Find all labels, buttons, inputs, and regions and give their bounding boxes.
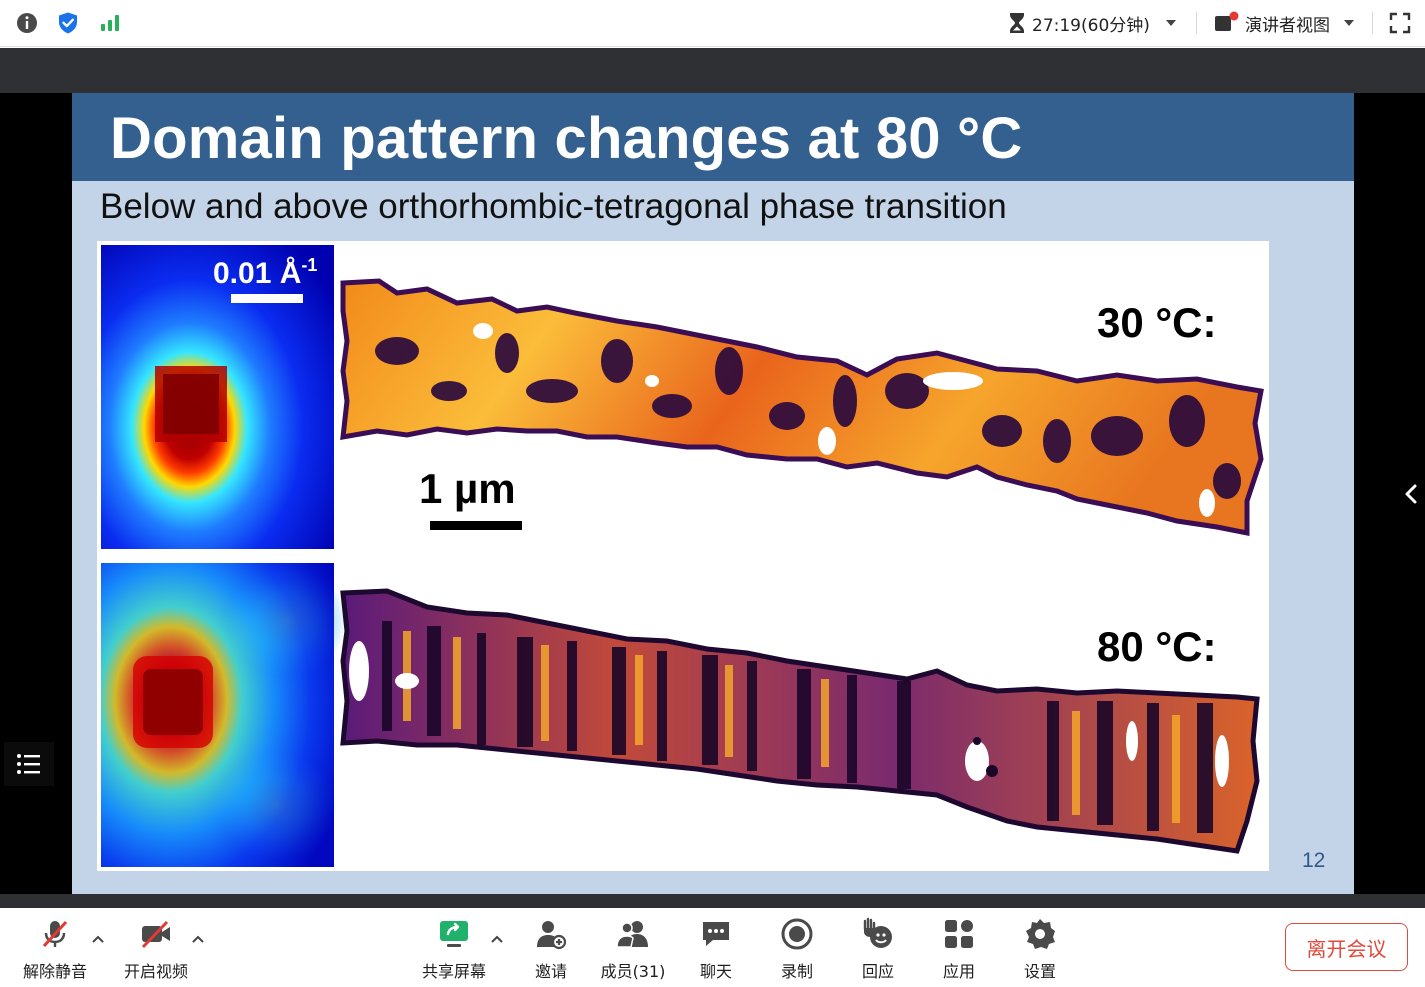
leave-meeting-button[interactable]: 离开会议 <box>1285 923 1408 971</box>
timer-text: 27:19(60分钟) <box>1032 15 1150 36</box>
presentation-slide: Domain pattern changes at 80 °C Below an… <box>72 93 1354 894</box>
signal-bars-icon[interactable] <box>98 11 122 35</box>
slide-number: 12 <box>1302 849 1326 872</box>
label-80c: 80 °C: <box>1097 623 1217 670</box>
slide-subtitle: Below and above orthorhombic-tetragonal … <box>100 187 1007 226</box>
reactions-button[interactable]: 回应 <box>856 908 900 987</box>
microphone-muted-icon <box>38 917 72 951</box>
reaction-hand-icon <box>861 917 895 951</box>
length-scale-label: 1 µm <box>419 465 516 512</box>
meeting-toolbar: 解除静音 开启视频 共享屏幕 邀请 成员(31) 聊天 录制 <box>0 908 1425 987</box>
members-icon <box>616 917 650 951</box>
settings-button[interactable]: 设置 <box>1018 908 1062 987</box>
caret-down-icon <box>1344 20 1354 26</box>
top-bar: 27:19(60分钟) 演讲者视图 <box>0 0 1425 47</box>
audio-options-caret-icon[interactable] <box>91 932 105 946</box>
chat-bubble-icon <box>699 917 733 951</box>
stage-bottom-band <box>0 894 1425 908</box>
domain-figure: 0.01 Å-1 <box>97 241 1269 871</box>
length-scale-bar <box>430 521 522 530</box>
camera-off-icon <box>139 917 173 951</box>
view-label: 演讲者视图 <box>1245 15 1330 36</box>
info-icon[interactable] <box>15 11 39 35</box>
label-30c: 30 °C: <box>1097 299 1217 346</box>
view-switch-dropdown[interactable]: 演讲者视图 <box>1213 11 1356 36</box>
record-icon <box>780 917 814 951</box>
stage-top-band <box>0 48 1425 93</box>
diffraction-map-80c <box>101 563 347 867</box>
fullscreen-icon[interactable] <box>1388 11 1412 35</box>
hourglass-icon <box>1010 13 1024 33</box>
share-screen-icon <box>437 917 471 951</box>
next-page-arrow[interactable] <box>1396 474 1425 514</box>
meeting-timer[interactable]: 27:19(60分钟) <box>1008 11 1178 36</box>
video-options-caret-icon[interactable] <box>191 932 205 946</box>
unmute-button[interactable]: 解除静音 <box>18 908 92 987</box>
share-screen-button[interactable]: 共享屏幕 <box>414 908 494 987</box>
members-button[interactable]: 成员(31) <box>598 908 668 987</box>
chat-button[interactable]: 聊天 <box>694 908 738 987</box>
domain-image-80c <box>340 588 1260 854</box>
apps-button[interactable]: 应用 <box>937 908 981 987</box>
slide-title: Domain pattern changes at 80 °C <box>110 106 1023 171</box>
start-video-button[interactable]: 开启视频 <box>118 908 194 987</box>
q-scale-bar <box>231 294 303 303</box>
chevron-left-icon <box>1405 484 1417 504</box>
domain-image-30c <box>340 278 1264 537</box>
presenter-view-icon <box>1215 11 1239 31</box>
shield-check-icon[interactable] <box>56 11 80 35</box>
caret-down-icon <box>1165 20 1176 26</box>
invite-user-icon <box>534 917 568 951</box>
record-button[interactable]: 录制 <box>775 908 819 987</box>
slide-list-toggle[interactable] <box>4 742 54 786</box>
apps-grid-icon <box>942 917 976 951</box>
list-icon <box>17 754 40 774</box>
invite-button[interactable]: 邀请 <box>528 908 574 987</box>
share-options-caret-icon[interactable] <box>490 932 504 946</box>
gear-icon <box>1023 917 1057 951</box>
slide-header: Domain pattern changes at 80 °C <box>72 93 1354 181</box>
diffraction-map-30c <box>101 245 334 549</box>
q-scale-label: 0.01 Å-1 <box>213 255 317 290</box>
